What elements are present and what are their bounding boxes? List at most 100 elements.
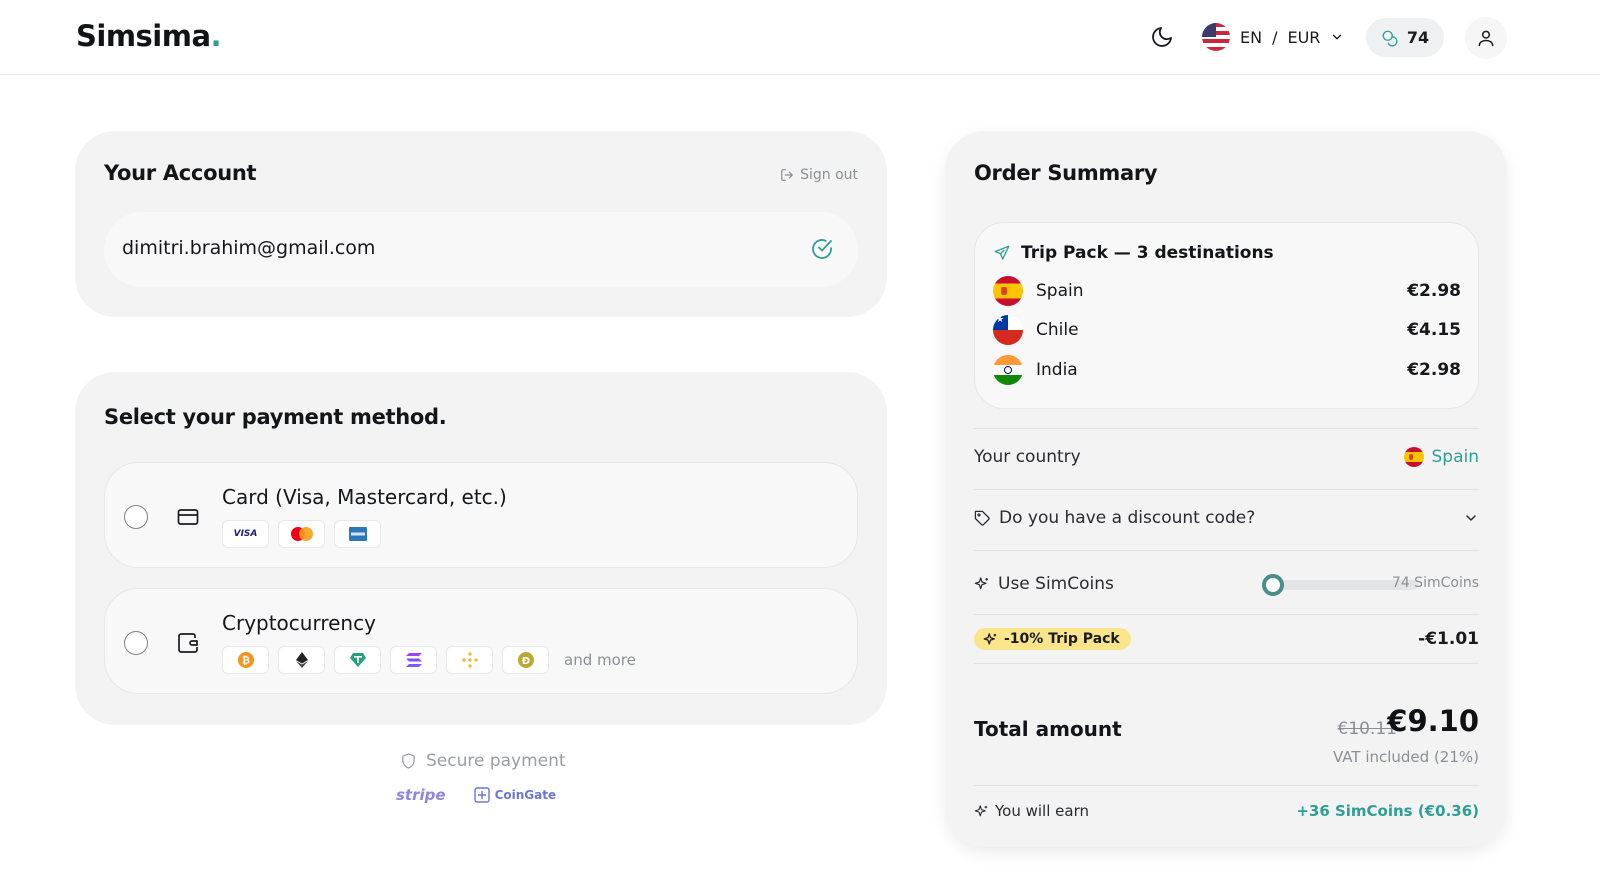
promo-label: -10% Trip Pack <box>1004 631 1120 647</box>
crypto-option-label: Cryptocurrency <box>222 611 376 635</box>
locale-separator: / <box>1272 27 1278 47</box>
trip-item-country: India <box>1036 360 1078 380</box>
trip-item-country: Spain <box>1036 281 1084 301</box>
sign-out-icon <box>781 169 793 181</box>
payment-option-card[interactable]: Card (Visa, Mastercard, etc.) VISA <box>104 462 858 568</box>
discount-label-wrap: Do you have a discount code? <box>974 508 1463 528</box>
crypto-logos: ₿ Ð and more <box>222 646 636 674</box>
spain-flag-icon <box>993 276 1023 306</box>
sparkles-icon <box>974 577 988 590</box>
coingate-label: CoinGate <box>494 788 557 802</box>
visa-logo: VISA <box>222 520 269 548</box>
discount-label: Do you have a discount code? <box>999 508 1256 528</box>
spain-flag-icon <box>1403 447 1424 467</box>
payment-title: Select your payment method. <box>104 405 447 429</box>
promo-row: -10% Trip Pack -€1.01 <box>974 628 1479 650</box>
stripe-logo: stripe <box>396 786 446 804</box>
simcoins-balance-button[interactable]: 74 <box>1366 18 1444 57</box>
moon-icon[interactable] <box>1150 25 1174 49</box>
trip-item-country: Chile <box>1036 320 1079 340</box>
simcoins-balance: 74 <box>1406 28 1430 47</box>
user-account-button[interactable] <box>1465 17 1507 59</box>
order-summary-card: Order Summary Trip Pack — 3 destinations… <box>945 131 1507 847</box>
language-currency-selector[interactable]: EN / EUR <box>1202 21 1344 53</box>
earn-label: You will earn <box>995 802 1089 820</box>
trip-item: Chile €4.15 <box>993 315 1461 345</box>
logo-text: Simsima <box>76 19 211 53</box>
email-value: dimitri.brahim@gmail.com <box>122 237 376 259</box>
email-field[interactable]: dimitri.brahim@gmail.com <box>104 212 858 287</box>
coingate-icon <box>473 787 490 803</box>
simcoins-slider[interactable] <box>1262 574 1418 596</box>
payment-method-card: Select your payment method. Card (Visa, … <box>75 372 887 725</box>
svg-text:Ð: Ð <box>521 656 529 667</box>
trip-item: India €2.98 <box>993 355 1461 385</box>
tether-icon <box>334 646 381 674</box>
secure-payment-note: Secure payment <box>400 751 566 771</box>
crypto-radio[interactable] <box>124 631 148 655</box>
vat-note: VAT included (21%) <box>1332 748 1479 766</box>
trip-item: Spain €2.98 <box>993 276 1461 306</box>
total-amount: €9.10 <box>1387 704 1479 738</box>
card-option-label: Card (Visa, Mastercard, etc.) <box>222 485 507 509</box>
trip-pack-header: Trip Pack — 3 destinations <box>993 243 1274 263</box>
chile-flag-icon <box>993 315 1023 345</box>
earn-label-wrap: You will earn <box>974 802 1089 820</box>
divider <box>974 614 1479 615</box>
use-simcoins-label-wrap: Use SimCoins <box>974 574 1479 594</box>
wallet-icon <box>178 633 198 653</box>
tag-icon <box>974 510 990 526</box>
your-country-row[interactable]: Your country Spain <box>974 447 1479 467</box>
card-logos: VISA <box>222 520 381 548</box>
dogecoin-icon: Ð <box>502 646 549 674</box>
trip-pack-title: Trip Pack — 3 destinations <box>1021 243 1274 263</box>
check-circle-icon <box>812 239 832 259</box>
currency-label: EUR <box>1287 27 1321 47</box>
promo-badge: -10% Trip Pack <box>974 628 1131 650</box>
payment-providers: stripe CoinGate <box>396 786 556 804</box>
sparkles-icon <box>974 804 988 816</box>
divider <box>974 428 1479 429</box>
bnb-icon <box>446 646 493 674</box>
original-total: €10.11 <box>1337 719 1397 739</box>
use-simcoins-row: Use SimCoins 74 SimCoins <box>974 572 1479 596</box>
your-country-name: Spain <box>1431 447 1480 467</box>
trip-pack-box: Trip Pack — 3 destinations Spain €2.98 C… <box>974 222 1479 409</box>
account-title: Your Account <box>104 161 257 185</box>
promo-amount: -€1.01 <box>1418 629 1479 649</box>
logo-dot: . <box>210 19 222 53</box>
divider <box>974 785 1479 786</box>
trip-item-price: €2.98 <box>1407 281 1461 301</box>
secure-payment-label: Secure payment <box>426 751 566 771</box>
language-label: EN <box>1240 27 1263 47</box>
order-summary-title: Order Summary <box>974 161 1158 185</box>
divider <box>974 550 1479 551</box>
card-radio[interactable] <box>124 505 148 529</box>
logo[interactable]: Simsima. <box>76 19 222 53</box>
top-header: Simsima. EN / EUR 74 <box>0 0 1600 75</box>
sign-out-label: Sign out <box>800 167 858 183</box>
sparkles-icon <box>983 632 997 644</box>
divider <box>974 489 1479 490</box>
us-flag-icon <box>1202 23 1230 51</box>
discount-code-toggle[interactable]: Do you have a discount code? <box>974 508 1479 528</box>
your-country-value[interactable]: Spain <box>1403 447 1480 467</box>
coingate-logo: CoinGate <box>473 787 557 803</box>
sign-out-link[interactable]: Sign out <box>780 167 858 183</box>
credit-card-icon <box>177 509 199 525</box>
payment-option-crypto[interactable]: Cryptocurrency ₿ Ð and more <box>104 588 858 694</box>
and-more-label: and more <box>564 651 636 669</box>
your-country-label: Your country <box>974 447 1081 467</box>
trip-item-price: €2.98 <box>1407 360 1461 380</box>
trip-item-price: €4.15 <box>1407 320 1461 340</box>
ethereum-icon <box>278 646 325 674</box>
account-card: Your Account Sign out dimitri.brahim@gma… <box>75 131 887 317</box>
user-icon <box>1478 30 1494 47</box>
amex-logo <box>334 520 381 548</box>
simcoins-slider-thumb[interactable] <box>1262 574 1284 596</box>
chevron-down-icon <box>1333 34 1342 40</box>
chevron-down-icon <box>1466 515 1476 521</box>
total-amount-label: Total amount <box>974 717 1122 741</box>
india-flag-icon <box>993 355 1023 385</box>
svg-text:₿: ₿ <box>241 655 249 667</box>
